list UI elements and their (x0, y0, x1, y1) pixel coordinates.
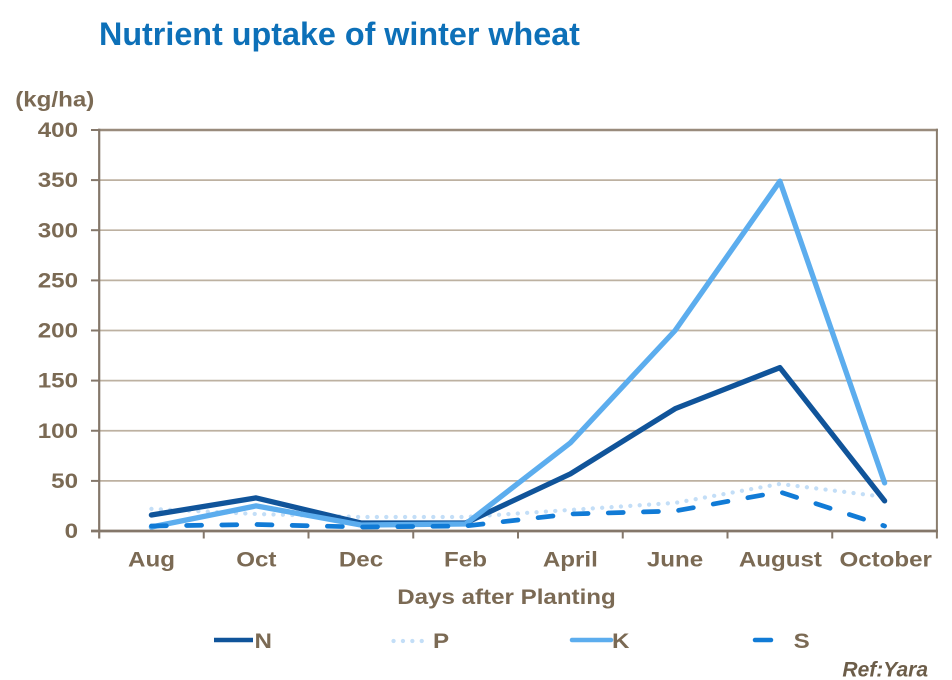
svg-text:350: 350 (38, 168, 78, 191)
svg-text:50: 50 (51, 469, 78, 492)
svg-text:P: P (433, 629, 449, 652)
svg-text:October: October (839, 548, 932, 571)
svg-text:June: June (647, 548, 703, 571)
svg-text:300: 300 (38, 219, 78, 242)
svg-text:150: 150 (38, 369, 78, 392)
svg-text:Feb: Feb (444, 548, 487, 571)
svg-text:100: 100 (38, 419, 78, 442)
svg-text:200: 200 (38, 319, 78, 342)
svg-text:Days after Planting: Days after Planting (397, 585, 616, 608)
svg-text:Dec: Dec (339, 548, 383, 571)
svg-text:250: 250 (38, 269, 78, 292)
svg-text:(kg/ha): (kg/ha) (15, 88, 94, 111)
svg-text:Nutrient uptake of winter whea: Nutrient uptake of winter wheat (99, 16, 580, 52)
svg-text:August: August (739, 548, 823, 571)
svg-text:April: April (543, 548, 598, 571)
svg-text:Oct: Oct (236, 548, 277, 571)
svg-text:N: N (255, 629, 272, 652)
svg-text:Aug: Aug (128, 548, 175, 571)
svg-text:0: 0 (65, 519, 78, 542)
svg-text:S: S (794, 629, 810, 652)
svg-text:400: 400 (38, 118, 78, 141)
svg-text:K: K (612, 629, 630, 652)
svg-text:Ref:Yara: Ref:Yara (842, 659, 928, 680)
